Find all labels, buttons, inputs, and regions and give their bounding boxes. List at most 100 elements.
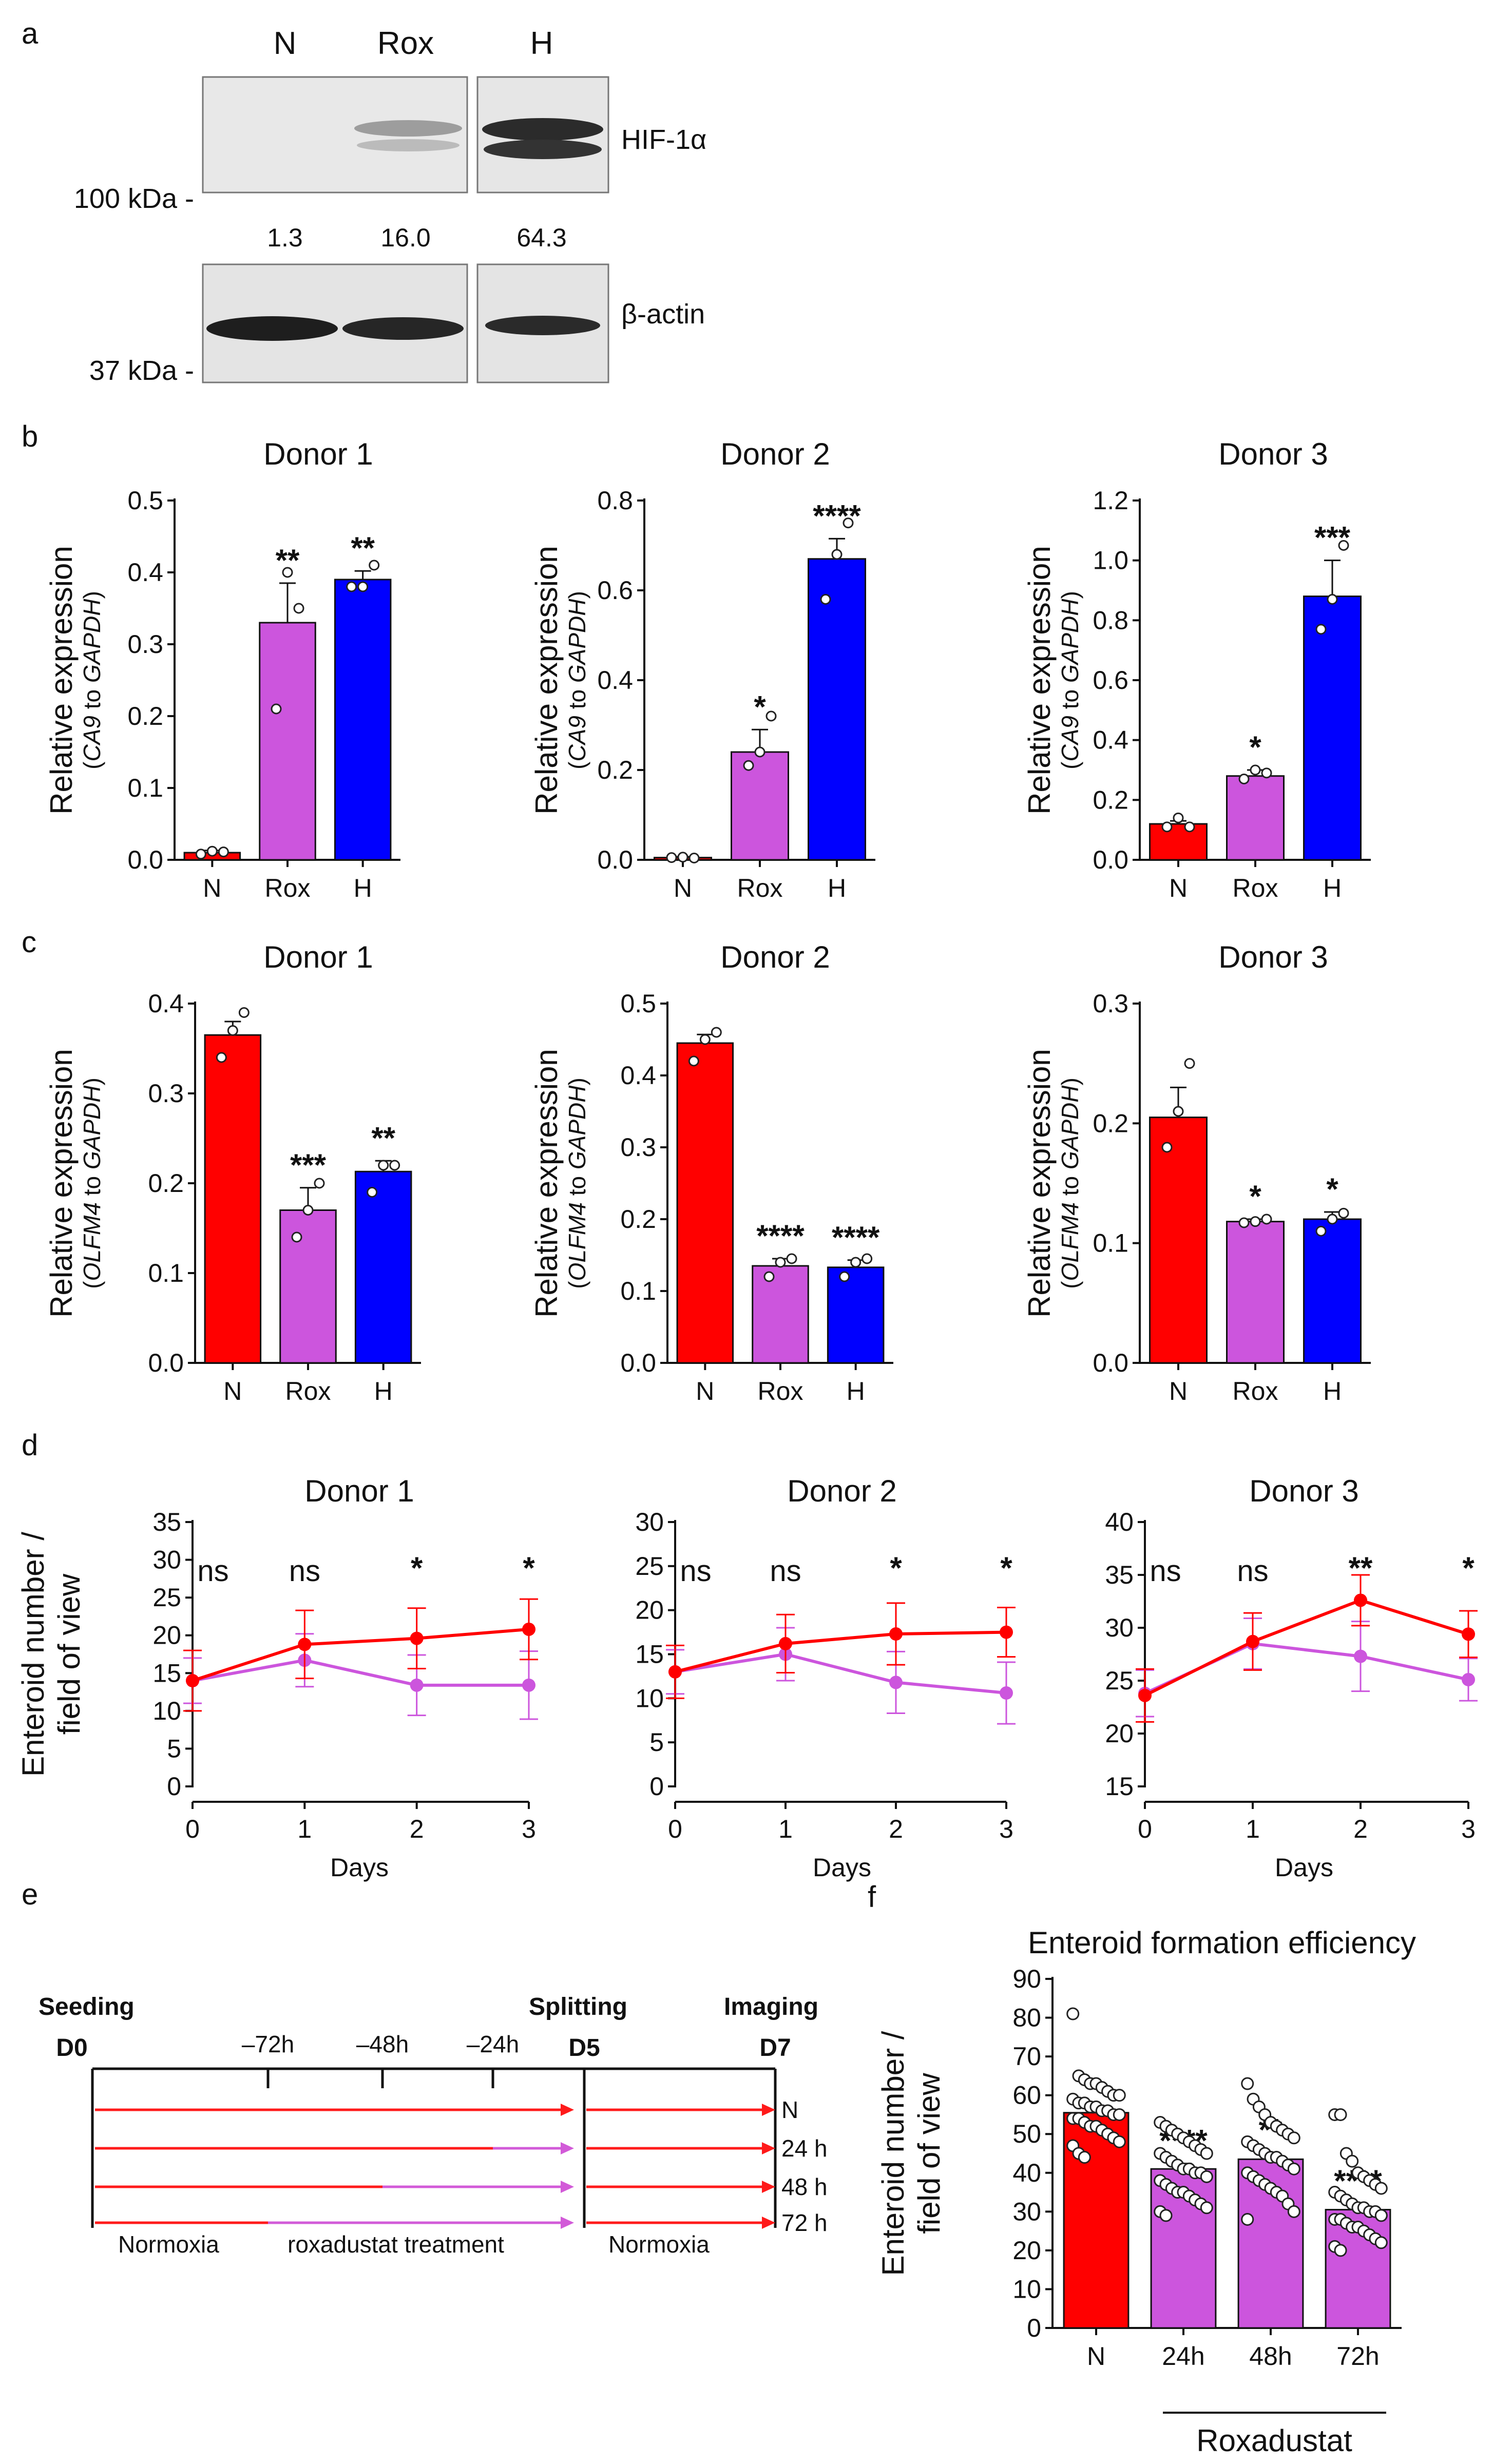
charts: Donor 1 0.0 0.1 0.2 0.3 0.4 0.5 Relative expres… <box>16 437 1478 2371</box>
y-tick-label: 20 <box>152 1621 181 1650</box>
y-tick-label: 0.5 <box>620 989 656 1018</box>
y-tick-label: 0.2 <box>1093 1109 1128 1138</box>
y-tick-label: 30 <box>1105 1613 1134 1642</box>
bar <box>1226 1221 1285 1364</box>
data-point <box>1161 1142 1173 1153</box>
data-point <box>1078 2151 1091 2164</box>
data-point <box>763 1271 775 1282</box>
y-tick-label: 0.0 <box>1093 1349 1128 1377</box>
protein-label-hif: HIF-1α <box>621 124 706 155</box>
x-tick-label: Rox <box>1233 1377 1278 1406</box>
y-tick-label: 0.2 <box>127 702 163 730</box>
data-point <box>743 760 754 771</box>
x-tick-label: N <box>203 874 221 902</box>
y-axis-sublabel-part: to <box>1057 683 1083 716</box>
y-tick-label: 0.4 <box>620 1061 656 1090</box>
data-point <box>820 594 831 605</box>
y-tick-label: 0.1 <box>148 1259 184 1287</box>
x-tick-label: Rox <box>758 1377 803 1406</box>
y-axis-sublabel-part: to <box>564 1169 590 1202</box>
significance-label: * <box>523 1551 535 1585</box>
data-point <box>775 1257 786 1268</box>
panel-f-letter: f <box>868 1880 876 1914</box>
significance-label: ns <box>289 1554 320 1588</box>
significance-label: * <box>1462 1551 1475 1585</box>
y-axis-label: Enteroid number / <box>876 2031 910 2276</box>
data-point <box>271 703 282 715</box>
actin-band-h <box>485 316 600 335</box>
bar <box>1303 1218 1362 1364</box>
x-tick-label: 0 <box>668 1815 682 1843</box>
y-tick-label: 80 <box>1012 2004 1041 2032</box>
significance-label: **** <box>756 1219 805 1253</box>
y-tick-label: 20 <box>1012 2236 1041 2265</box>
y-axis-sublabel-part: GAPDH <box>79 599 105 683</box>
marker-100kda: 100 kDa - <box>74 183 194 214</box>
data-point <box>1161 821 1173 833</box>
data-point <box>754 746 765 758</box>
data-point <box>1462 1672 1475 1686</box>
data-point <box>378 1160 389 1171</box>
data-point <box>1184 821 1195 833</box>
data-point <box>862 1253 873 1264</box>
data-point <box>238 1007 250 1018</box>
data-point <box>522 1678 535 1692</box>
y-tick-label: 15 <box>152 1659 181 1687</box>
y-axis-sublabel-part: ( <box>79 761 105 769</box>
y-axis-label: Relative expression <box>529 1049 564 1318</box>
y-tick-label: 70 <box>1012 2042 1041 2071</box>
protein-label-actin: β-actin <box>621 299 705 330</box>
data-point <box>1113 2108 1126 2121</box>
data-point <box>1287 2162 1300 2176</box>
x-tick-label: 24h <box>1162 2342 1204 2371</box>
bar <box>731 751 789 861</box>
data-point <box>1241 2212 1254 2226</box>
chart-title: Donor 2 <box>787 1474 896 1508</box>
y-axis-label: Relative expression <box>44 1049 79 1318</box>
y-axis-sublabel-part: ) <box>79 591 105 599</box>
x-tick-label: 2 <box>410 1815 424 1843</box>
y-axis-sublabel-part: GAPDH <box>564 1085 590 1169</box>
data-point <box>1462 1627 1475 1641</box>
data-point <box>1250 1216 1261 1227</box>
y-tick-label: 40 <box>1012 2159 1041 2187</box>
x-tick-label: N <box>1169 1377 1188 1406</box>
row-label-48h: 48 h <box>781 2173 828 2200</box>
y-tick-label: 0.0 <box>127 845 163 874</box>
panel-b-letter: b <box>22 420 38 453</box>
data-point <box>688 1055 699 1067</box>
y-axis-sublabel-part: GAPDH <box>564 599 590 683</box>
arrowhead-48h-post <box>762 2181 775 2193</box>
data-point <box>522 1622 535 1636</box>
chart-title: Enteroid formation efficiency <box>1028 1926 1416 1960</box>
data-point <box>889 1676 903 1689</box>
data-point <box>1173 812 1184 823</box>
data-point <box>666 852 677 863</box>
data-point <box>786 1253 797 1264</box>
y-axis-label: Relative expression <box>529 546 564 815</box>
panel-d-letter: d <box>22 1429 38 1462</box>
y-tick-label: 0.2 <box>148 1169 184 1198</box>
data-point <box>1334 2244 1347 2257</box>
bar <box>259 622 316 861</box>
data-point <box>1238 774 1250 784</box>
data-point <box>1200 2201 1213 2215</box>
x-tick-label: Rox <box>285 1377 331 1406</box>
x-tick-label: 2 <box>1353 1815 1368 1843</box>
label-splitting: Splitting <box>529 1993 627 2020</box>
data-point <box>711 1027 722 1038</box>
y-axis-sublabel-part: ( <box>564 1281 590 1289</box>
data-point <box>1338 1207 1349 1219</box>
data-point <box>843 517 854 529</box>
data-point <box>216 1052 227 1063</box>
data-point <box>346 581 357 592</box>
y-axis-sublabel-part: GAPDH <box>1057 1085 1083 1169</box>
y-tick-label: 0.4 <box>148 989 184 1018</box>
data-point <box>1354 1649 1367 1663</box>
data-point <box>186 1674 199 1687</box>
x-tick-label: Rox <box>265 874 311 902</box>
significance-label: * <box>890 1551 902 1585</box>
data-point <box>389 1160 400 1171</box>
x-tick-label: N <box>696 1377 714 1406</box>
data-point <box>1374 2182 1388 2195</box>
